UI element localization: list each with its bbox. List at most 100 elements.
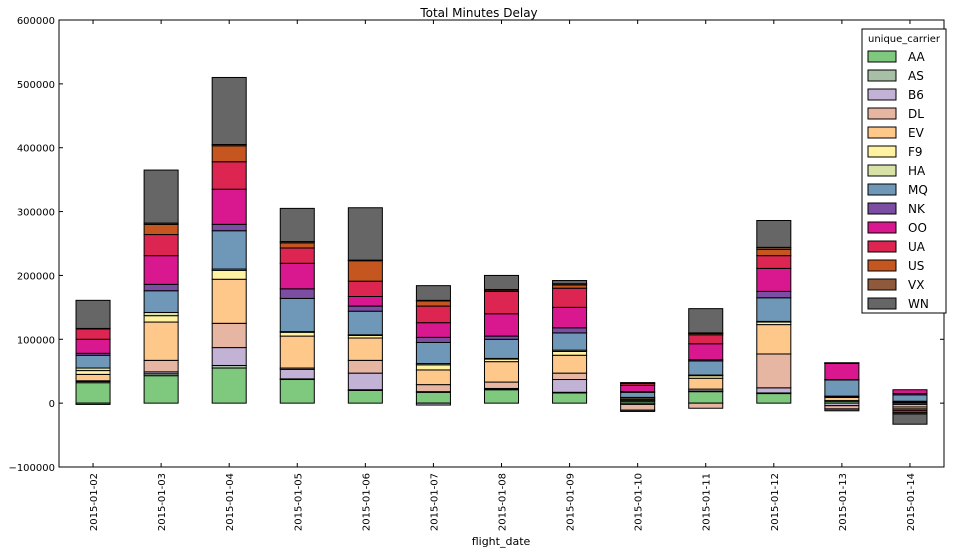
bar-segment-EV-2015-01-08 bbox=[483, 361, 520, 383]
bar-segment-AA-2015-01-02 bbox=[75, 382, 111, 404]
bar-segment-DL-2015-01-12 bbox=[756, 353, 792, 389]
bar-segment-WN-2015-01-08 bbox=[483, 274, 520, 290]
legend-label-OO: OO bbox=[908, 221, 927, 235]
y-tick-label: 0 bbox=[49, 399, 55, 410]
bar-segment-AA-2015-01-12 bbox=[756, 393, 792, 404]
bar-segment-US-2015-01-07 bbox=[415, 300, 451, 307]
bar-segment-DL-2015-01-04 bbox=[211, 322, 247, 349]
bar-segment-MQ-2015-01-03 bbox=[143, 290, 179, 313]
bar-segment-WN-2015-01-14 bbox=[892, 413, 928, 425]
x-tick-label: 2015-01-02 bbox=[89, 473, 100, 531]
bar-segment-VX-2015-01-10 bbox=[620, 382, 656, 384]
bar-segment-DL-2015-01-03 bbox=[143, 359, 179, 373]
x-tick-label: 2015-01-11 bbox=[702, 473, 713, 531]
x-tick-label: 2015-01-08 bbox=[498, 473, 509, 531]
y-tick-label: 300000 bbox=[17, 208, 55, 219]
bar-segment-F9-2015-01-03 bbox=[143, 315, 179, 323]
bar-segment-UA-2015-01-04 bbox=[211, 161, 247, 190]
bar-segment-MQ-2015-01-14 bbox=[892, 394, 928, 402]
bar-segment-WN-2015-01-12 bbox=[756, 220, 792, 248]
bar-segment-EV-2015-01-06 bbox=[347, 337, 383, 361]
bar-segment-DL-2015-01-09 bbox=[552, 372, 588, 381]
bar-segment-OO-2015-01-13 bbox=[824, 362, 860, 381]
bar-segment-B6-2015-01-04 bbox=[211, 347, 247, 366]
legend-items: AA AS B6 DL EV F9 HA MQ NK OO UA US VX WN bbox=[867, 50, 929, 311]
bar-segment-AA-2015-01-09 bbox=[552, 392, 588, 404]
bar-segment-UA-2015-01-06 bbox=[347, 280, 383, 298]
bar-segment-WN-2015-01-11 bbox=[688, 308, 724, 334]
bar-segment-MQ-2015-01-07 bbox=[415, 341, 451, 365]
legend-swatch-EV bbox=[867, 126, 897, 139]
bar-segment-MQ-2015-01-04 bbox=[211, 230, 247, 270]
bar-segment-US-2015-01-05 bbox=[279, 242, 315, 249]
legend: unique_carrier AA AS B6 DL EV F9 HA MQ NK OO UA US V… bbox=[861, 28, 947, 314]
bar-segment-OO-2015-01-11 bbox=[688, 343, 724, 361]
bar-segment-B6-2015-01-09 bbox=[552, 379, 588, 393]
bar-segment-WN-2015-01-10 bbox=[620, 409, 656, 412]
y-tick-label: −100000 bbox=[8, 463, 55, 474]
bar-segment-VX-2015-01-13 bbox=[824, 362, 860, 364]
bar-segment-EV-2015-01-04 bbox=[211, 278, 247, 324]
legend-label-F9: F9 bbox=[908, 145, 923, 159]
bars-layer bbox=[75, 76, 928, 425]
bar-segment-NK-2015-01-12 bbox=[756, 290, 792, 299]
bar-segment-WN-2015-01-03 bbox=[143, 169, 179, 224]
bar-segment-OO-2015-01-14 bbox=[892, 389, 928, 395]
bar-segment-WN-2015-01-04 bbox=[211, 76, 247, 146]
bar-segment-MQ-2015-01-13 bbox=[824, 379, 860, 397]
x-tick-label: 2015-01-09 bbox=[566, 473, 577, 531]
bar-segment-NK-2015-01-04 bbox=[211, 223, 247, 232]
x-tick-label: 2015-01-03 bbox=[157, 473, 168, 531]
legend-swatch-B6 bbox=[867, 88, 897, 101]
legend-swatch-NK bbox=[867, 202, 897, 215]
bar-segment-AA-2015-01-03 bbox=[143, 375, 179, 404]
axes-layer: −100000 0 100000 200000 300000 400000 500000 60… bbox=[8, 16, 945, 531]
x-tick-label: 2015-01-06 bbox=[361, 473, 372, 531]
bar-segment-OO-2015-01-09 bbox=[552, 306, 588, 329]
legend-label-AS: AS bbox=[908, 69, 924, 83]
bar-segment-EV-2015-01-11 bbox=[688, 377, 724, 390]
bar-segment-OO-2015-01-03 bbox=[143, 255, 179, 285]
x-tick-label: 2015-01-13 bbox=[838, 473, 849, 531]
x-tick-label: 2015-01-12 bbox=[770, 473, 781, 531]
legend-swatch-F9 bbox=[867, 145, 897, 158]
legend-label-DL: DL bbox=[908, 107, 924, 121]
bar-segment-OO-2015-01-04 bbox=[211, 188, 247, 225]
bar-segment-F9-2015-01-05 bbox=[279, 331, 315, 337]
bar-segment-OO-2015-01-07 bbox=[415, 322, 451, 338]
bar-segment-OO-2015-01-05 bbox=[279, 262, 315, 290]
legend-swatch-OO bbox=[867, 221, 897, 234]
bar-segment-AA-2015-01-05 bbox=[279, 379, 315, 404]
bar-segment-EV-2015-01-12 bbox=[756, 324, 792, 355]
bar-segment-OO-2015-01-02 bbox=[75, 338, 111, 354]
bar-segment-DL-2015-01-07 bbox=[415, 384, 451, 393]
bar-segment-UA-2015-01-03 bbox=[143, 234, 179, 257]
bar-segment-B6-2015-01-05 bbox=[279, 368, 315, 380]
bar-segment-F9-2015-01-07 bbox=[415, 364, 451, 371]
bar-segment-F9-2015-01-09 bbox=[552, 350, 588, 356]
bar-segment-EV-2015-01-05 bbox=[279, 335, 315, 369]
bar-segment-MQ-2015-01-09 bbox=[552, 332, 588, 351]
bar-segment-AA-2015-01-11 bbox=[688, 391, 724, 404]
bar-segment-UA-2015-01-08 bbox=[483, 290, 520, 315]
bar-segment-OO-2015-01-10 bbox=[620, 384, 656, 393]
legend-label-NK: NK bbox=[908, 202, 926, 216]
bar-segment-DL-2015-01-08 bbox=[483, 381, 520, 389]
bar-segment-B6-2015-01-12 bbox=[756, 387, 792, 394]
bar-segment-AA-2015-01-06 bbox=[347, 389, 383, 404]
legend-label-MQ: MQ bbox=[908, 183, 928, 197]
y-tick-label: 600000 bbox=[17, 16, 55, 27]
x-tick-label: 2015-01-05 bbox=[293, 473, 304, 531]
y-tick-label: 500000 bbox=[17, 80, 55, 91]
legend-swatch-US bbox=[867, 259, 897, 272]
legend-label-VX: VX bbox=[908, 278, 924, 292]
bar-segment-EV-2015-01-03 bbox=[143, 321, 179, 361]
legend-title: unique_carrier bbox=[868, 34, 941, 45]
y-tick-label: 200000 bbox=[17, 271, 55, 282]
bar-segment-EV-2015-01-09 bbox=[552, 354, 588, 374]
y-tick-label: 400000 bbox=[17, 144, 55, 155]
bar-segment-WN-2015-01-07 bbox=[415, 285, 451, 301]
bar-segment-MQ-2015-01-06 bbox=[347, 310, 383, 336]
bar-segment-OO-2015-01-12 bbox=[756, 267, 792, 292]
